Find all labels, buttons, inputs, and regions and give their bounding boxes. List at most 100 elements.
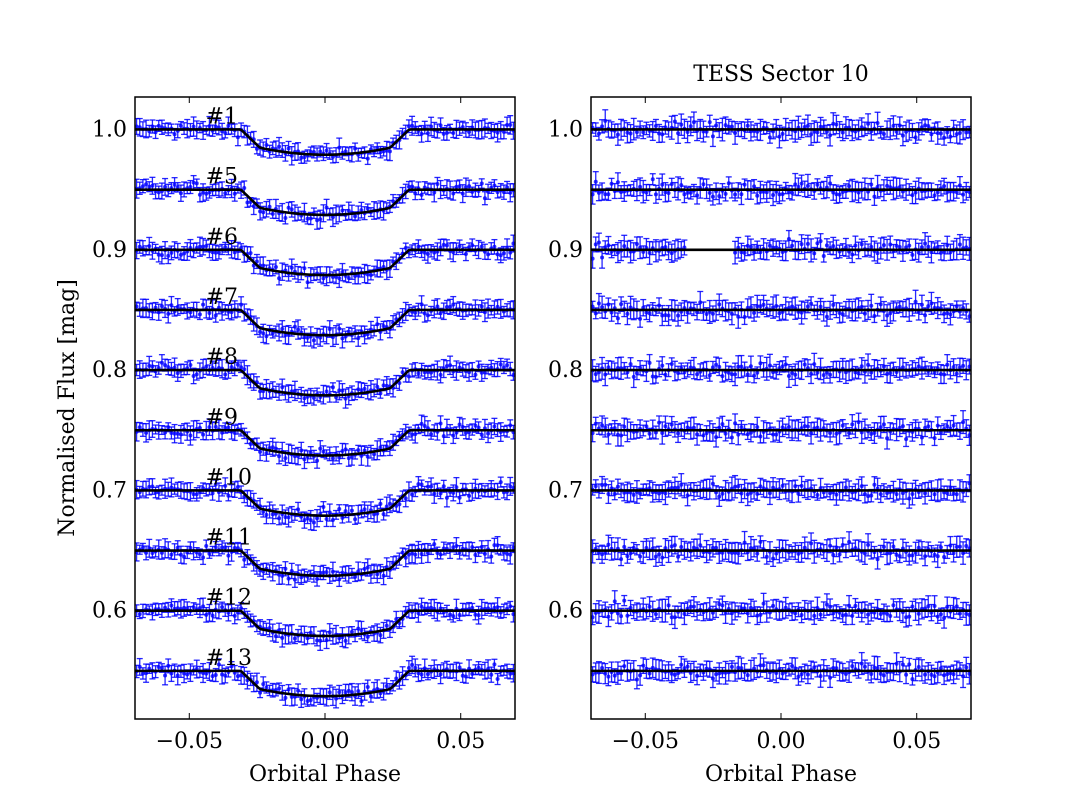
data-point	[358, 201, 365, 219]
data-point	[181, 598, 188, 617]
data-point	[412, 424, 419, 444]
data-point	[614, 123, 621, 146]
data-point	[301, 328, 308, 347]
data-point	[168, 664, 175, 683]
data-point	[510, 542, 515, 554]
data-point	[510, 663, 515, 683]
data-point	[288, 146, 295, 166]
data-point	[605, 235, 612, 255]
data-point	[437, 664, 444, 685]
data-point	[415, 603, 422, 623]
series-label: #9	[206, 405, 238, 430]
data-point	[450, 484, 457, 502]
left-axes-frame	[134, 96, 516, 720]
data-point	[215, 245, 222, 260]
data-point	[649, 173, 656, 186]
data-point	[146, 236, 153, 256]
data-point	[659, 173, 666, 196]
data-point	[428, 116, 435, 137]
data-point	[418, 597, 425, 616]
data-point	[158, 354, 165, 372]
data-point	[827, 241, 834, 255]
data-point	[491, 417, 498, 436]
data-point	[627, 123, 634, 144]
data-point	[618, 184, 625, 200]
data-point	[868, 235, 875, 258]
data-point	[244, 670, 251, 690]
data-point	[637, 177, 644, 197]
data-point	[336, 684, 343, 700]
data-point	[817, 233, 824, 250]
data-point	[462, 177, 469, 198]
data-point	[934, 183, 941, 201]
data-point	[443, 360, 450, 373]
data-point	[291, 321, 298, 333]
data-point	[390, 315, 397, 331]
data-point	[168, 245, 175, 261]
data-point	[678, 177, 685, 193]
data-point	[738, 183, 745, 206]
data-point	[488, 359, 495, 376]
y-tick-label: 0.6	[92, 599, 127, 624]
data-point	[260, 256, 267, 275]
data-point	[295, 319, 302, 340]
y-tick-label: 0.8	[92, 358, 127, 383]
data-point	[390, 433, 397, 451]
data-point	[364, 264, 371, 285]
data-point	[143, 545, 150, 561]
data-point	[447, 298, 454, 315]
data-point	[903, 240, 910, 255]
data-point	[301, 449, 308, 470]
model-curve	[135, 188, 515, 217]
data-point	[485, 423, 492, 444]
data-point	[478, 363, 485, 382]
model-curve	[135, 428, 515, 457]
data-point	[209, 243, 216, 261]
data-point	[402, 548, 409, 568]
data-point	[266, 619, 273, 638]
data-point	[168, 181, 175, 195]
data-point	[424, 542, 431, 564]
data-point	[336, 268, 343, 289]
data-point	[146, 355, 153, 377]
data-point	[203, 668, 210, 679]
data-point	[361, 561, 368, 576]
data-point	[200, 358, 207, 379]
data-point	[738, 242, 745, 262]
data-point	[152, 602, 159, 617]
data-point	[757, 180, 764, 204]
data-point	[934, 121, 941, 145]
data-point	[174, 540, 181, 556]
data-point	[424, 124, 431, 143]
data-point	[184, 242, 191, 261]
data-point	[171, 483, 178, 495]
data-point	[225, 421, 232, 434]
data-point	[317, 328, 324, 347]
data-point	[507, 114, 514, 135]
data-point	[469, 482, 476, 502]
data-point	[614, 241, 621, 264]
data-point	[139, 667, 146, 680]
model-curve	[135, 308, 515, 337]
data-point	[621, 234, 628, 258]
series-label: #6	[206, 225, 238, 250]
data-point	[206, 305, 213, 321]
data-point	[383, 375, 390, 396]
data-point	[165, 304, 172, 324]
data-point	[763, 181, 770, 203]
data-point	[804, 173, 811, 199]
data-point	[143, 423, 150, 443]
data-point	[443, 124, 450, 141]
x-tick-label: −0.05	[156, 729, 223, 754]
y-tick-label: 0.9	[92, 238, 127, 263]
data-point	[320, 564, 327, 581]
data-point	[162, 177, 169, 196]
data-point	[591, 183, 596, 205]
data-point	[272, 441, 279, 456]
data-point	[510, 482, 515, 494]
data-point	[355, 561, 362, 582]
x-tick-label: −0.05	[612, 729, 679, 754]
data-point	[507, 544, 514, 565]
data-point	[915, 242, 922, 263]
y-tick-label: 0.8	[548, 358, 583, 383]
